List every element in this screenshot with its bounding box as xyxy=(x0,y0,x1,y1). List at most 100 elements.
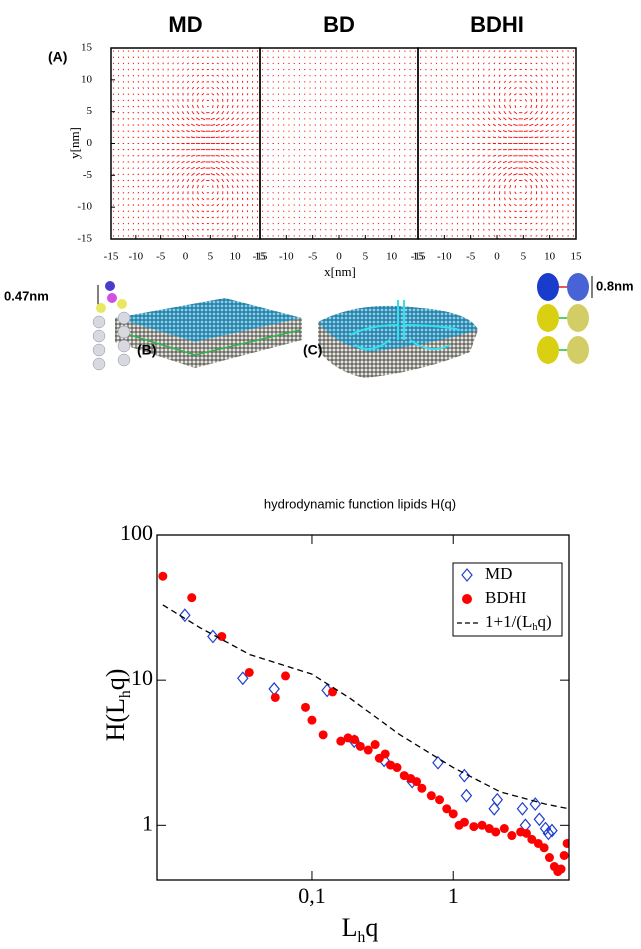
flow-arrow xyxy=(462,204,464,207)
flow-arrow xyxy=(201,74,205,77)
flow-arrow xyxy=(493,228,496,231)
flow-arrow xyxy=(181,130,185,133)
flow-arrow xyxy=(556,167,559,170)
flow-arrow xyxy=(346,204,348,206)
flow-arrow xyxy=(298,105,301,108)
flow-arrow xyxy=(535,110,538,115)
flow-arrow xyxy=(309,87,311,89)
label-part: h xyxy=(532,622,537,633)
x-tick-label: 0 xyxy=(494,251,500,263)
flow-arrow xyxy=(186,155,190,157)
flow-arrow xyxy=(556,185,559,188)
flow-arrow xyxy=(236,191,239,195)
flow-arrow xyxy=(304,87,306,89)
flow-arrow xyxy=(314,161,317,163)
flow-arrow xyxy=(190,136,195,139)
flow-arrow xyxy=(409,124,411,126)
flow-arrow xyxy=(393,62,395,65)
flow-arrow xyxy=(288,198,290,200)
flow-arrow xyxy=(152,167,155,169)
flow-arrow xyxy=(435,111,438,114)
flow-arrow xyxy=(561,179,564,182)
flow-arrow xyxy=(167,179,170,182)
flow-arrow xyxy=(456,105,459,108)
flow-arrow xyxy=(472,130,475,132)
flow-arrow xyxy=(196,62,199,65)
flow-arrow xyxy=(540,203,543,207)
flow-arrow xyxy=(277,62,280,65)
flow-arrow xyxy=(166,136,170,139)
flow-arrow xyxy=(388,173,390,176)
flow-arrow xyxy=(211,197,215,201)
flow-arrow xyxy=(425,222,427,225)
flow-arrow xyxy=(117,179,120,182)
flow-arrow xyxy=(409,216,411,219)
flow-arrow xyxy=(256,93,259,96)
flow-arrow xyxy=(231,117,235,121)
flow-arrow xyxy=(351,185,353,188)
flow-arrow xyxy=(196,216,200,219)
flow-arrow xyxy=(211,179,215,182)
flow-arrow xyxy=(483,222,485,225)
panel-title: BD xyxy=(323,12,355,37)
flow-arrow xyxy=(241,136,244,139)
flow-arrow xyxy=(215,155,220,157)
flow-arrow xyxy=(282,105,285,108)
x-tick-label: -10 xyxy=(437,251,452,263)
flow-arrow xyxy=(241,235,244,237)
flow-arrow xyxy=(551,228,554,231)
flow-arrow xyxy=(272,124,274,126)
data-point xyxy=(417,783,427,793)
flow-arrow xyxy=(435,185,438,188)
flow-arrow xyxy=(383,185,385,188)
flow-arrow xyxy=(261,210,264,213)
flow-arrow xyxy=(556,105,559,108)
flow-arrow xyxy=(171,130,175,133)
flow-arrow xyxy=(226,178,230,183)
flow-arrow xyxy=(191,222,195,225)
flow-arrow xyxy=(534,172,539,176)
flow-arrow xyxy=(314,179,317,182)
flow-arrow xyxy=(503,178,507,183)
flow-arrow xyxy=(356,173,359,176)
flow-arrow xyxy=(191,178,195,183)
flow-arrow xyxy=(216,210,220,213)
flow-arrow xyxy=(202,185,204,189)
flow-arrow xyxy=(435,124,438,126)
flow-arrow xyxy=(221,56,224,59)
flow-arrow xyxy=(456,130,459,132)
flow-arrow xyxy=(488,68,490,71)
flow-arrow xyxy=(221,203,224,207)
flow-arrow xyxy=(567,93,569,96)
flow-arrow xyxy=(182,56,184,59)
flow-arrow xyxy=(361,161,364,163)
flow-arrow xyxy=(340,93,343,95)
flow-arrow xyxy=(200,167,206,170)
flow-arrow xyxy=(147,118,150,120)
flow-arrow xyxy=(572,105,575,108)
flow-arrow xyxy=(503,216,506,219)
x-tick-label: -15 xyxy=(411,251,426,263)
flow-arrow xyxy=(152,117,155,120)
flow-arrow xyxy=(556,155,559,157)
flow-arrow xyxy=(509,184,512,189)
label-part: BDHI xyxy=(485,588,527,607)
flow-arrow xyxy=(167,185,170,188)
flow-arrow xyxy=(293,216,295,219)
flow-arrow xyxy=(161,161,165,163)
flow-arrow xyxy=(556,111,559,114)
flow-arrow xyxy=(122,105,125,108)
flow-arrow xyxy=(509,216,512,219)
x-tick-label: 10 xyxy=(230,251,242,263)
flow-arrow xyxy=(435,167,438,169)
flow-arrow xyxy=(425,204,427,206)
flow-arrow xyxy=(523,161,529,163)
flow-arrow xyxy=(176,123,180,127)
flow-arrow xyxy=(419,93,422,95)
flow-arrow xyxy=(346,173,348,176)
flow-arrow xyxy=(540,74,543,77)
flow-arrow xyxy=(261,216,264,219)
flow-arrow xyxy=(241,99,244,102)
flow-arrow xyxy=(267,81,269,83)
flow-arrow xyxy=(546,228,548,231)
